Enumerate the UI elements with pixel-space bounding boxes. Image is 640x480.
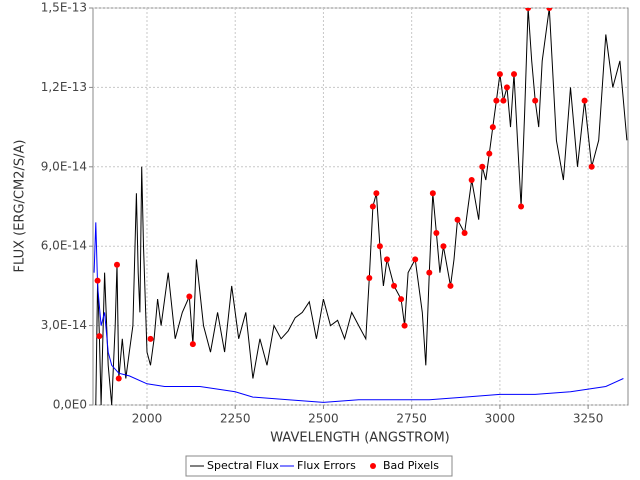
bad-pixel xyxy=(447,282,454,289)
legend-text: Flux Errors xyxy=(297,459,356,472)
y-tick-label: 3,0E-14 xyxy=(41,318,87,332)
bad-pixel xyxy=(186,293,193,300)
bad-pixel xyxy=(383,256,390,263)
x-tick-label: 2750 xyxy=(396,412,427,426)
bad-pixel xyxy=(96,333,103,340)
bad-pixel xyxy=(581,97,588,104)
legend-text: Bad Pixels xyxy=(383,459,439,472)
x-tick-label: 2500 xyxy=(308,412,339,426)
x-tick-label: 3000 xyxy=(485,412,516,426)
bad-pixel xyxy=(468,177,475,184)
bad-pixel xyxy=(366,274,373,281)
bad-pixel xyxy=(518,203,525,210)
bad-pixel xyxy=(500,97,507,104)
series-line xyxy=(93,222,624,403)
legend-text: Spectral Flux xyxy=(207,459,279,472)
bad-pixel xyxy=(94,277,101,284)
bad-pixel xyxy=(412,256,419,263)
x-tick-label: 2000 xyxy=(132,412,163,426)
bad-pixel xyxy=(115,375,122,382)
y-tick-label: 6,0E-14 xyxy=(41,239,87,253)
bad-pixel xyxy=(532,97,539,104)
y-tick-label: 9,0E-14 xyxy=(41,159,87,173)
bad-pixel xyxy=(454,216,461,223)
bad-pixel xyxy=(493,97,500,104)
bad-pixel xyxy=(369,203,376,210)
bad-pixel xyxy=(588,163,595,170)
bad-pixel xyxy=(486,150,493,157)
plot-area xyxy=(92,7,629,406)
x-tick-label: 3250 xyxy=(573,412,604,426)
x-tick-label: 2250 xyxy=(220,412,251,426)
bad-pixel xyxy=(489,124,496,131)
series-group xyxy=(93,8,628,405)
bad-pixel xyxy=(426,269,433,276)
bad-pixel xyxy=(433,229,440,236)
y-axis-title: FLUX (ERG/CM2/S/A) xyxy=(13,140,28,273)
bad-pixel xyxy=(401,322,408,329)
bad-pixel xyxy=(391,282,398,289)
bad-pixel xyxy=(373,190,380,197)
bad-pixel xyxy=(429,190,436,197)
legend-box xyxy=(185,455,453,477)
bad-pixel xyxy=(113,261,120,268)
x-axis-title: WAVELENGTH (ANGSTROM) xyxy=(270,431,449,446)
bad-pixel xyxy=(189,341,196,348)
bad-pixel xyxy=(376,243,383,250)
y-tick-label: 0,0E0 xyxy=(53,398,87,412)
y-tick-label: 1,2E-13 xyxy=(41,80,87,94)
bad-pixel xyxy=(546,8,553,11)
bad-pixel xyxy=(461,229,468,236)
bad-pixel xyxy=(440,243,447,250)
bad-pixel xyxy=(511,71,518,78)
bad-pixel xyxy=(503,84,510,91)
y-tick-label: 1,5E-13 xyxy=(41,1,87,15)
bad-pixel xyxy=(398,296,405,303)
bad-pixel xyxy=(147,335,154,342)
bad-pixel xyxy=(479,163,486,170)
bad-pixel xyxy=(496,71,503,78)
bad-pixel xyxy=(525,8,532,11)
legend-swatch xyxy=(370,463,376,469)
